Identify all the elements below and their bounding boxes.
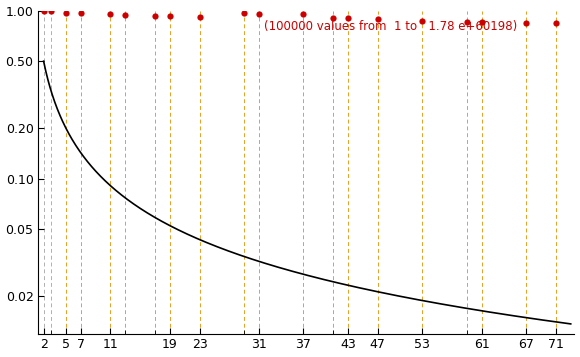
Text: (100000 values from  1 to   1.78 e+60198): (100000 values from 1 to 1.78 e+60198) xyxy=(263,20,517,33)
